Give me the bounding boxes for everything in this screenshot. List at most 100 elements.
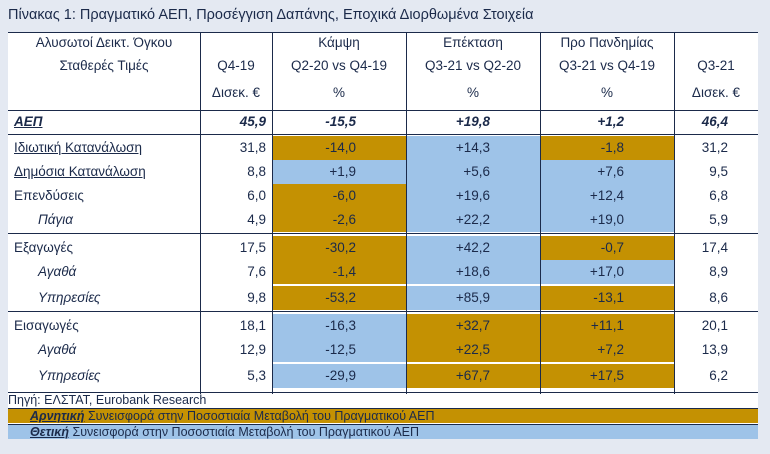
row-divider bbox=[8, 311, 758, 312]
row-exports-goods-label: Αγαθά bbox=[38, 264, 77, 279]
header-q419-line1: Q4-19 bbox=[217, 58, 255, 73]
header-q321-line1: Q3-21 bbox=[697, 58, 735, 73]
column-divider bbox=[406, 32, 407, 394]
row-exports-services-q321: 8,6 bbox=[709, 290, 728, 305]
row-imports-goods-pandimia: +7,2 bbox=[540, 338, 674, 362]
row-imports-services-label: Υπηρεσίες bbox=[38, 368, 101, 383]
row-exports-goods-kampsi: -1,4 bbox=[272, 260, 406, 284]
row-public-consumption-epektasi: +5,6 bbox=[406, 160, 540, 184]
row-imports-goods-epektasi: +22,5 bbox=[406, 338, 540, 362]
header-kampsi: Κάμψη Q2-20 vs Q4-19 % bbox=[272, 32, 406, 110]
row-public-consumption-q419: 8,8 bbox=[247, 164, 266, 179]
row-investments-pandimia: +12,4 bbox=[540, 184, 674, 208]
row-fixed-q419: 4,9 bbox=[247, 212, 266, 227]
legend-negative: Αρνητική Συνεισφορά στην Ποσοστιαία Μετα… bbox=[8, 408, 758, 423]
row-investments-q419: 6,0 bbox=[247, 188, 266, 203]
row-private-consumption-epektasi: +14,3 bbox=[406, 136, 540, 160]
row-imports-services-q321: 6,2 bbox=[709, 368, 728, 383]
row-investments-epektasi: +19,6 bbox=[406, 184, 540, 208]
row-private-consumption-kampsi: -14,0 bbox=[272, 136, 406, 160]
row-exports-epektasi: +42,2 bbox=[406, 236, 540, 260]
row-exports-kampsi: -30,2 bbox=[272, 236, 406, 260]
column-divider bbox=[540, 32, 541, 394]
row-fixed-pandimia: +19,0 bbox=[540, 208, 674, 232]
legend-negative-key: Αρνητική bbox=[30, 409, 85, 423]
row-gdp-pandimia: +1,2 bbox=[597, 114, 624, 129]
table-top-border bbox=[8, 32, 758, 33]
header-label-line2: Σταθερές Τιμές bbox=[59, 58, 149, 73]
column-divider bbox=[674, 32, 675, 394]
row-investments-kampsi: -6,0 bbox=[272, 184, 406, 208]
header-epektasi-line1: Επέκταση bbox=[443, 35, 503, 50]
row-private-consumption-label: Ιδιωτική Κατανάλωση bbox=[14, 140, 143, 155]
column-divider bbox=[272, 32, 273, 394]
row-gdp-label: ΑΕΠ bbox=[14, 114, 43, 129]
row-imports-goods-q419: 12,9 bbox=[239, 342, 266, 357]
row-private-consumption-q419: 31,8 bbox=[239, 140, 266, 155]
row-imports-kampsi: -16,3 bbox=[272, 314, 406, 338]
row-exports-q419: 17,5 bbox=[239, 240, 266, 255]
header-label: Αλυσωτοί Δεικτ. Όγκου Σταθερές Τιμές bbox=[8, 32, 200, 110]
header-pandimia-line2: Q3-21 vs Q4-19 bbox=[558, 58, 656, 73]
row-exports-q321: 17,4 bbox=[701, 240, 728, 255]
row-exports-goods-pandimia: +17,0 bbox=[540, 260, 674, 284]
row-exports-goods-epektasi: +18,6 bbox=[406, 260, 540, 284]
row-exports-services-label: Υπηρεσίες bbox=[38, 290, 101, 305]
row-imports-q321: 20,1 bbox=[701, 318, 728, 333]
row-imports-services-epektasi: +67,7 bbox=[406, 364, 540, 388]
row-exports-pandimia: -0,7 bbox=[540, 236, 674, 260]
row-public-consumption-kampsi: +1,9 bbox=[272, 160, 406, 184]
header-pandimia: Προ Πανδημίας Q3-21 vs Q4-19 % bbox=[540, 32, 674, 110]
table-title: Πίνακας 1: Πραγματικό ΑΕΠ, Προσέγγιση Δα… bbox=[8, 7, 534, 23]
row-exports-services-pandimia: -13,1 bbox=[540, 286, 674, 310]
row-divider bbox=[8, 134, 758, 135]
header-q419: Q4-19 Δισεκ. € bbox=[200, 32, 272, 110]
row-imports-goods-q321: 13,9 bbox=[701, 342, 728, 357]
header-kampsi-line3: % bbox=[332, 85, 345, 100]
row-fixed-epektasi: +22,2 bbox=[406, 208, 540, 232]
row-imports-q419: 18,1 bbox=[239, 318, 266, 333]
header-epektasi-line3: % bbox=[466, 85, 479, 100]
row-fixed-label: Πάγια bbox=[38, 212, 73, 227]
row-divider bbox=[8, 233, 758, 234]
row-gdp-kampsi: -15,5 bbox=[325, 114, 356, 129]
row-imports-services-pandimia: +17,5 bbox=[540, 364, 674, 388]
row-public-consumption-label: Δημόσια Κατανάλωση bbox=[14, 164, 146, 179]
header-pandimia-line1: Προ Πανδημίας bbox=[560, 35, 654, 50]
row-imports-services-q419: 5,3 bbox=[247, 368, 266, 383]
row-fixed-kampsi: -2,6 bbox=[272, 208, 406, 232]
row-public-consumption-q321: 9,5 bbox=[709, 164, 728, 179]
row-gdp-q321: 46,4 bbox=[701, 114, 728, 129]
row-imports-goods-label: Αγαθά bbox=[38, 342, 77, 357]
row-investments-label: Επενδύσεις bbox=[14, 188, 84, 203]
row-imports-goods-kampsi: -12,5 bbox=[272, 338, 406, 362]
row-imports-services-kampsi: -29,9 bbox=[272, 364, 406, 388]
row-gdp-epektasi: +19,8 bbox=[455, 114, 490, 129]
header-epektasi-line2: Q3-21 vs Q2-20 bbox=[424, 58, 522, 73]
row-public-consumption-pandimia: +7,6 bbox=[540, 160, 674, 184]
row-private-consumption-q321: 31,2 bbox=[701, 140, 728, 155]
header-kampsi-line1: Κάμψη bbox=[318, 35, 360, 50]
header-kampsi-line2: Q2-20 vs Q4-19 bbox=[290, 58, 388, 73]
row-private-consumption-pandimia: -1,8 bbox=[540, 136, 674, 160]
legend-positive: Θετική Συνεισφορά στην Ποσοστιαία Μεταβο… bbox=[8, 424, 758, 439]
row-exports-label: Εξαγωγές bbox=[14, 240, 74, 255]
header-q321: Q3-21 Δισεκ. € bbox=[674, 32, 758, 110]
row-fixed-q321: 5,9 bbox=[709, 212, 728, 227]
row-exports-services-epektasi: +85,9 bbox=[406, 286, 540, 310]
header-q321-line2: Δισεκ. € bbox=[691, 85, 741, 100]
header-bottom-border bbox=[8, 110, 758, 111]
row-imports-label: Εισαγωγές bbox=[14, 318, 79, 333]
row-investments-q321: 6,8 bbox=[709, 188, 728, 203]
legend-positive-key: Θετική bbox=[30, 425, 69, 439]
row-exports-services-q419: 9,8 bbox=[247, 290, 266, 305]
legend-negative-text: Συνεισφορά στην Ποσοστιαία Μεταβολή του … bbox=[84, 409, 435, 423]
source-note: Πηγή: ΕΛΣΤΑΤ, Eurobank Research bbox=[8, 393, 207, 407]
table-bottom-border bbox=[8, 392, 758, 393]
header-pandimia-line3: % bbox=[600, 85, 613, 100]
row-exports-goods-q419: 7,6 bbox=[247, 264, 266, 279]
row-exports-services-kampsi: -53,2 bbox=[272, 286, 406, 310]
header-label-line1: Αλυσωτοί Δεικτ. Όγκου bbox=[35, 35, 173, 50]
row-imports-epektasi: +32,7 bbox=[406, 314, 540, 338]
row-gdp-q419: 45,9 bbox=[239, 114, 266, 129]
